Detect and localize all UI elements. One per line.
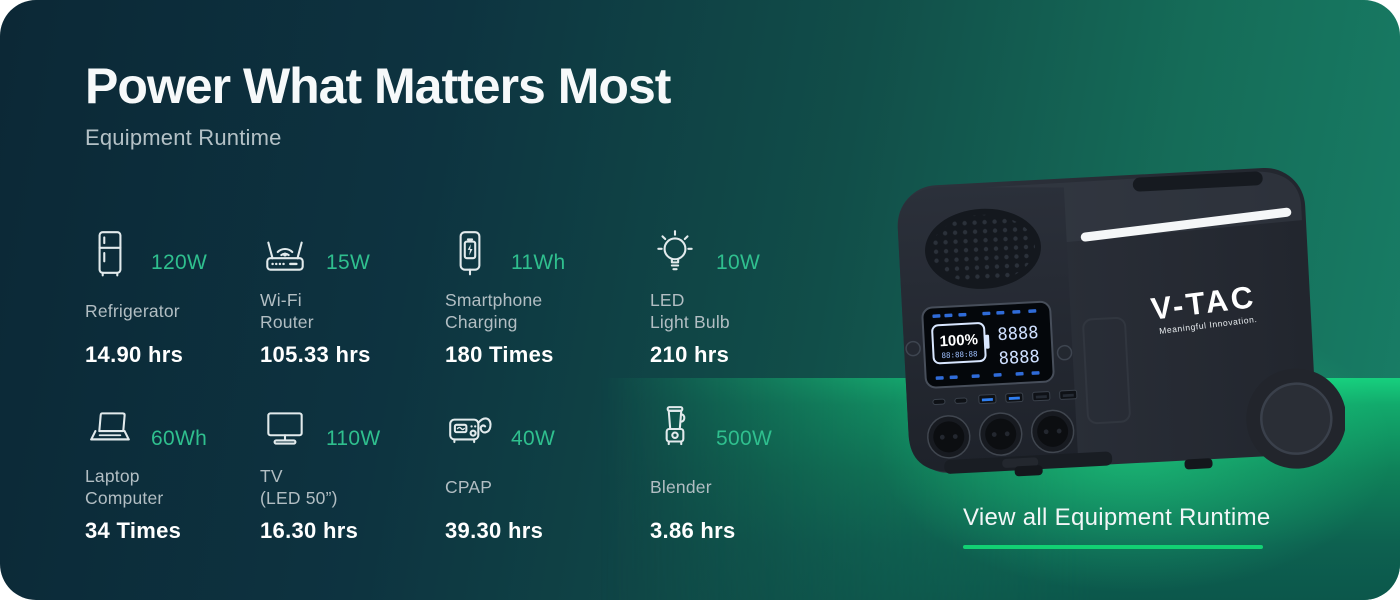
equipment-item-head: 60Wh — [85, 404, 260, 454]
battery-timer: 88:88:88 — [941, 349, 978, 360]
equipment-item: 120W Refrigerator 14.90 hrs — [85, 228, 260, 368]
lcd-readout-bottom: 8888 — [998, 347, 1040, 369]
equipment-grid: 120W Refrigerator 14.90 hrs 15W Wi-Fi Ro… — [85, 228, 820, 544]
equipment-name: Refrigerator — [85, 301, 180, 321]
page-title: Power What Matters Most — [85, 58, 671, 114]
equipment-runtime: 3.86 hrs — [650, 518, 736, 543]
wheel — [1246, 368, 1345, 469]
vent-grille — [925, 208, 1041, 289]
flap-handle — [1002, 457, 1039, 468]
power-button-left — [905, 340, 921, 357]
power-button-right — [1056, 344, 1073, 361]
equipment-item-head: 15W — [260, 228, 445, 278]
view-all-equipment-runtime-link[interactable]: View all Equipment Runtime — [963, 504, 1271, 549]
equipment-wattage: 60Wh — [151, 427, 208, 450]
equipment-name: TV (LED 50”) — [260, 466, 338, 508]
led-light-bulb-icon — [650, 228, 700, 278]
wifi-router-icon — [260, 228, 310, 278]
lcd-status-icons — [932, 309, 1040, 380]
equipment-name: Laptop Computer — [85, 466, 164, 508]
header: Power What Matters Most Equipment Runtim… — [85, 58, 671, 151]
equipment-item-head: 120W — [85, 228, 260, 278]
usb-ports — [932, 389, 1078, 406]
equipment-item: 500W Blender 3.86 hrs — [650, 404, 820, 544]
equipment-item: 60Wh Laptop Computer 34 Times — [85, 404, 260, 544]
equipment-runtime: 39.30 hrs — [445, 518, 544, 543]
equipment-wattage: 40W — [511, 427, 556, 450]
equipment-wattage: 110W — [326, 427, 381, 450]
equipment-wattage: 10W — [716, 251, 761, 274]
equipment-wattage: 15W — [326, 251, 371, 274]
equipment-item: 11Wh Smartphone Charging 180 Times — [445, 228, 650, 368]
equipment-item: 110W TV (LED 50”) 16.30 hrs — [260, 404, 445, 544]
tv-icon — [260, 404, 310, 454]
equipment-runtime: 105.33 hrs — [260, 342, 371, 367]
cpap-icon — [445, 404, 495, 454]
equipment-runtime: 14.90 hrs — [85, 342, 184, 367]
equipment-item-head: 10W — [650, 228, 820, 278]
equipment-item: 40W CPAP 39.30 hrs — [445, 404, 650, 544]
ac-outlets — [927, 409, 1075, 459]
equipment-name: Smartphone Charging — [445, 290, 543, 332]
equipment-name: LED Light Bulb — [650, 290, 730, 332]
led-strip — [1080, 207, 1292, 242]
equipment-name: Wi-Fi Router — [260, 290, 314, 332]
battery-percent: 100% — [939, 331, 978, 350]
equipment-item: 10W LED Light Bulb 210 hrs — [650, 228, 820, 368]
page-subtitle: Equipment Runtime — [85, 124, 282, 150]
equipment-item: 15W Wi-Fi Router 105.33 hrs — [260, 228, 445, 368]
cta-label: View all Equipment Runtime — [963, 504, 1271, 531]
equipment-runtime: 34 Times — [85, 518, 182, 543]
equipment-name: CPAP — [445, 477, 493, 497]
foot-left — [1014, 465, 1043, 477]
foot-right — [1184, 458, 1213, 470]
equipment-name: Blender — [650, 477, 712, 497]
equipment-wattage: 120W — [151, 251, 208, 274]
equipment-runtime: 180 Times — [445, 342, 554, 367]
equipment-item-head: 500W — [650, 404, 820, 454]
equipment-wattage: 500W — [716, 427, 773, 450]
blender-icon — [650, 404, 700, 454]
carry-handle-recess — [1132, 171, 1263, 192]
battery-outline — [931, 322, 987, 365]
equipment-item-head: 11Wh — [445, 228, 650, 278]
cta-underline — [963, 545, 1263, 549]
lcd-display: 100% 88:88:88 8888 8888 — [921, 300, 1055, 389]
equipment-wattage: 11Wh — [511, 251, 566, 274]
side-panel-seam — [1082, 316, 1131, 425]
battery-cap — [985, 334, 990, 349]
equipment-item-head: 40W — [445, 404, 650, 454]
laptop-computer-icon — [85, 404, 135, 454]
lcd-readout-top: 8888 — [997, 323, 1039, 345]
equipment-item-head: 110W — [260, 404, 445, 454]
equipment-runtime: 210 hrs — [650, 342, 730, 367]
power-station-image: 100% 88:88:88 8888 8888 — [897, 167, 1345, 477]
smartphone-charging-icon — [445, 228, 495, 278]
equipment-runtime: 16.30 hrs — [260, 518, 359, 543]
refrigerator-icon — [85, 228, 135, 278]
